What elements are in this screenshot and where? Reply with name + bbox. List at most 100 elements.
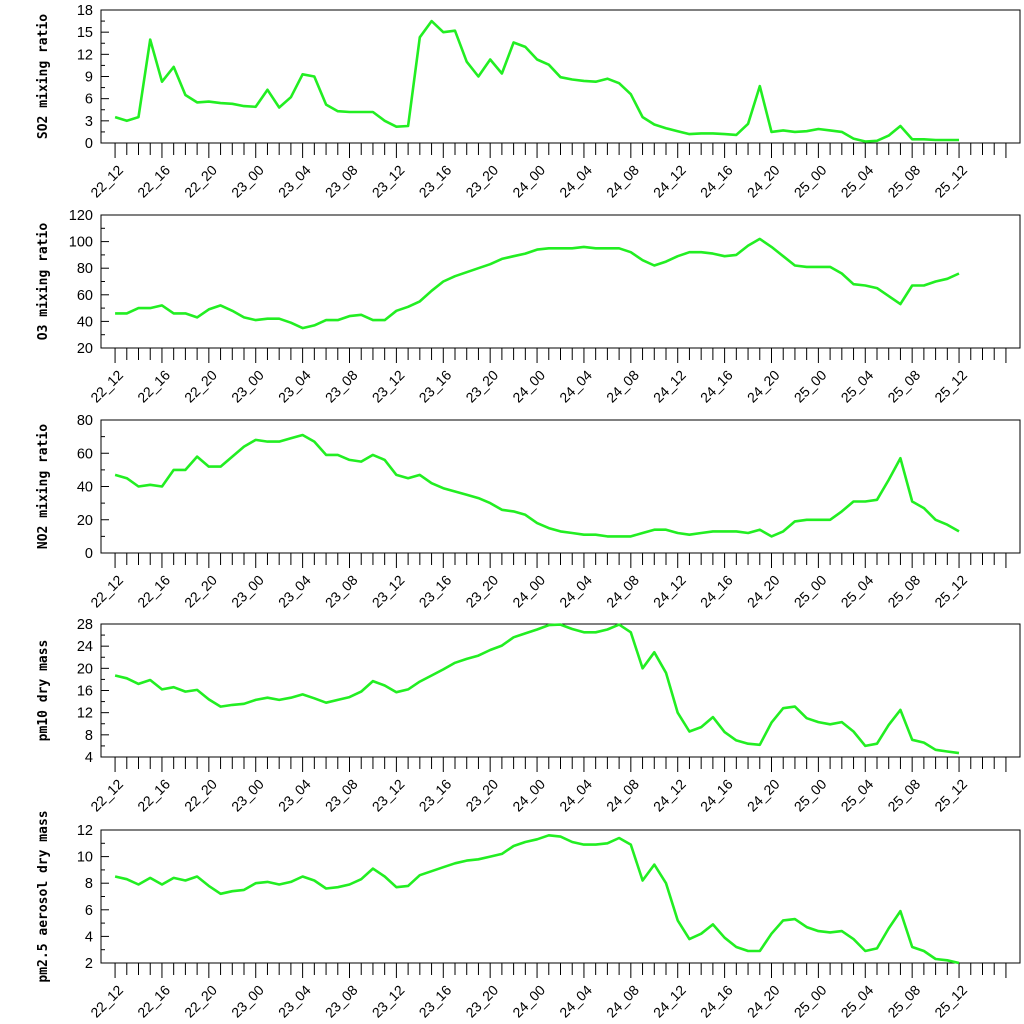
o3-ytick-label: 80: [77, 261, 93, 277]
pm10-xtick-label: 23_00: [228, 776, 267, 815]
so2-xtick-label: 23_12: [369, 162, 408, 201]
pm10-xtick-label: 25_12: [931, 776, 970, 815]
so2-xtick-label: 23_20: [462, 162, 501, 201]
pm10-xtick-label: 23_16: [416, 776, 455, 815]
o3-xtick-label: 25_12: [931, 367, 970, 406]
pm10-xtick-label: 24_12: [650, 776, 689, 815]
no2-xtick-label: 23_04: [275, 572, 314, 611]
no2-xtick-label: 23_12: [369, 572, 408, 611]
o3-xtick-label: 24_16: [697, 367, 736, 406]
no2-ytick-label: 40: [77, 480, 93, 496]
so2-xtick-label: 24_04: [556, 162, 595, 201]
no2-xtick-label: 23_08: [322, 572, 361, 611]
o3-ytick-label: 120: [69, 208, 93, 224]
o3-xtick-label: 25_08: [884, 367, 923, 406]
o3-xtick-label: 23_08: [322, 367, 361, 406]
o3-xtick-label: 22_20: [181, 367, 220, 406]
o3-ytick-label: 20: [77, 341, 93, 357]
so2-ytick-label: 15: [77, 25, 93, 41]
so2-ytick-label: 6: [85, 92, 93, 108]
o3-xtick-label: 24_00: [509, 367, 548, 406]
so2-ytick-label: 18: [77, 3, 93, 19]
no2-xtick-label: 23_00: [228, 572, 267, 611]
o3-xtick-label: 25_00: [791, 367, 830, 406]
no2-xtick-label: 25_08: [884, 572, 923, 611]
no2-xtick-label: 24_12: [650, 572, 689, 611]
no2-panel: 0 20 40 60 80 NO2 mixing ratio 22_12 22_16 22_20…: [36, 413, 1021, 611]
no2-ytick-label: 20: [77, 513, 93, 529]
no2-xtick-label: 23_16: [416, 572, 455, 611]
o3-xtick-label: 24_12: [650, 367, 689, 406]
pm10-xtick-label: 22_20: [181, 776, 220, 815]
pm10-xtick-label: 23_20: [462, 776, 501, 815]
no2-xtick-label: 25_12: [931, 572, 970, 611]
so2-xtick-label: 25_00: [791, 162, 830, 201]
pm25-xtick-label: 23_04: [275, 982, 314, 1021]
pm10-series-line: [114, 623, 960, 755]
so2-xtick-label: 24_08: [603, 162, 642, 201]
pm25-xtick-label: 22_16: [134, 982, 173, 1021]
pm25-xtick-label: 24_00: [509, 982, 548, 1021]
pm10-xtick-label: 23_04: [275, 776, 314, 815]
o3-xtick-label: 23_04: [275, 367, 314, 406]
o3-series-line: [115, 237, 960, 330]
o3-xtick-label: 22_16: [134, 367, 173, 406]
o3-plot-frame: [100, 214, 1021, 349]
pm10-xtick-label: 23_08: [322, 776, 361, 815]
so2-xtick-label: 23_08: [322, 162, 361, 201]
so2-xtick-label: 24_12: [650, 162, 689, 201]
pm25-ytick-label: 2: [85, 956, 93, 972]
pm25-ytick-label: 8: [85, 876, 93, 892]
o3-xtick-label: 22_12: [87, 367, 126, 406]
so2-xtick-label: 23_00: [228, 162, 267, 201]
no2-xtick-label: 24_08: [603, 572, 642, 611]
pm10-ytick-label: 28: [77, 617, 93, 633]
pm25-xtick-label: 25_12: [931, 982, 970, 1021]
pm10-xtick-label: 25_08: [884, 776, 923, 815]
no2-xtick-label: 22_16: [134, 572, 173, 611]
pm25-series-line: [114, 833, 960, 965]
pm10-xtick-label: 25_04: [838, 776, 877, 815]
pm25-xtick-label: 24_12: [650, 982, 689, 1021]
no2-xtick-label: 23_20: [462, 572, 501, 611]
o3-xtick-label: 24_20: [744, 367, 783, 406]
pm25-xtick-label: 24_08: [603, 982, 642, 1021]
o3-xtick-label: 23_20: [462, 367, 501, 406]
pm25-xtick-label: 24_20: [744, 982, 783, 1021]
pm10-ytick-label: 16: [77, 684, 93, 700]
pm25-xtick-label: 23_20: [462, 982, 501, 1021]
no2-xtick-label: 24_04: [556, 572, 595, 611]
pm25-plot-frame: [100, 829, 1021, 964]
o3-xtick-label: 23_00: [228, 367, 267, 406]
no2-xtick-label: 24_20: [744, 572, 783, 611]
pm10-xtick-label: 25_00: [791, 776, 830, 815]
pm10-xtick-label: 22_16: [134, 776, 173, 815]
pm25-ytick-label: 4: [85, 929, 93, 945]
pm10-xtick-label: 24_04: [556, 776, 595, 815]
no2-xtick-label: 24_00: [509, 572, 548, 611]
pm10-xtick-label: 24_16: [697, 776, 736, 815]
no2-xtick-label: 25_04: [838, 572, 877, 611]
pm10-xtick-label: 23_12: [369, 776, 408, 815]
so2-xtick-label: 25_04: [838, 162, 877, 201]
so2-panel: 0 3 6 9 12 15 18 SO2 mixing ratio 22_12 22_16 22_2…: [36, 3, 1021, 201]
so2-ytick-label: 3: [85, 114, 93, 130]
no2-ytick-label: 80: [77, 413, 93, 429]
so2-series-line: [114, 19, 959, 143]
pm10-ytick-label: 12: [77, 706, 93, 722]
pm25-xtick-label: 23_16: [416, 982, 455, 1021]
so2-xtick-label: 23_16: [416, 162, 455, 201]
so2-xtick-label: 25_08: [884, 162, 923, 201]
so2-xtick-label: 24_20: [744, 162, 783, 201]
pm25-xtick-label: 23_08: [322, 982, 361, 1021]
o3-ytick-label: 60: [77, 288, 93, 304]
pm25-ytick-label: 12: [77, 823, 93, 839]
o3-ytick-label: 100: [69, 235, 93, 251]
pm10-ylabel: pm10 dry mass: [36, 640, 51, 742]
so2-xtick-label: 22_16: [134, 162, 173, 201]
pm25-xtick-label: 22_12: [87, 982, 126, 1021]
so2-xtick-label: 24_00: [509, 162, 548, 201]
pm10-ytick-label: 8: [85, 728, 93, 744]
